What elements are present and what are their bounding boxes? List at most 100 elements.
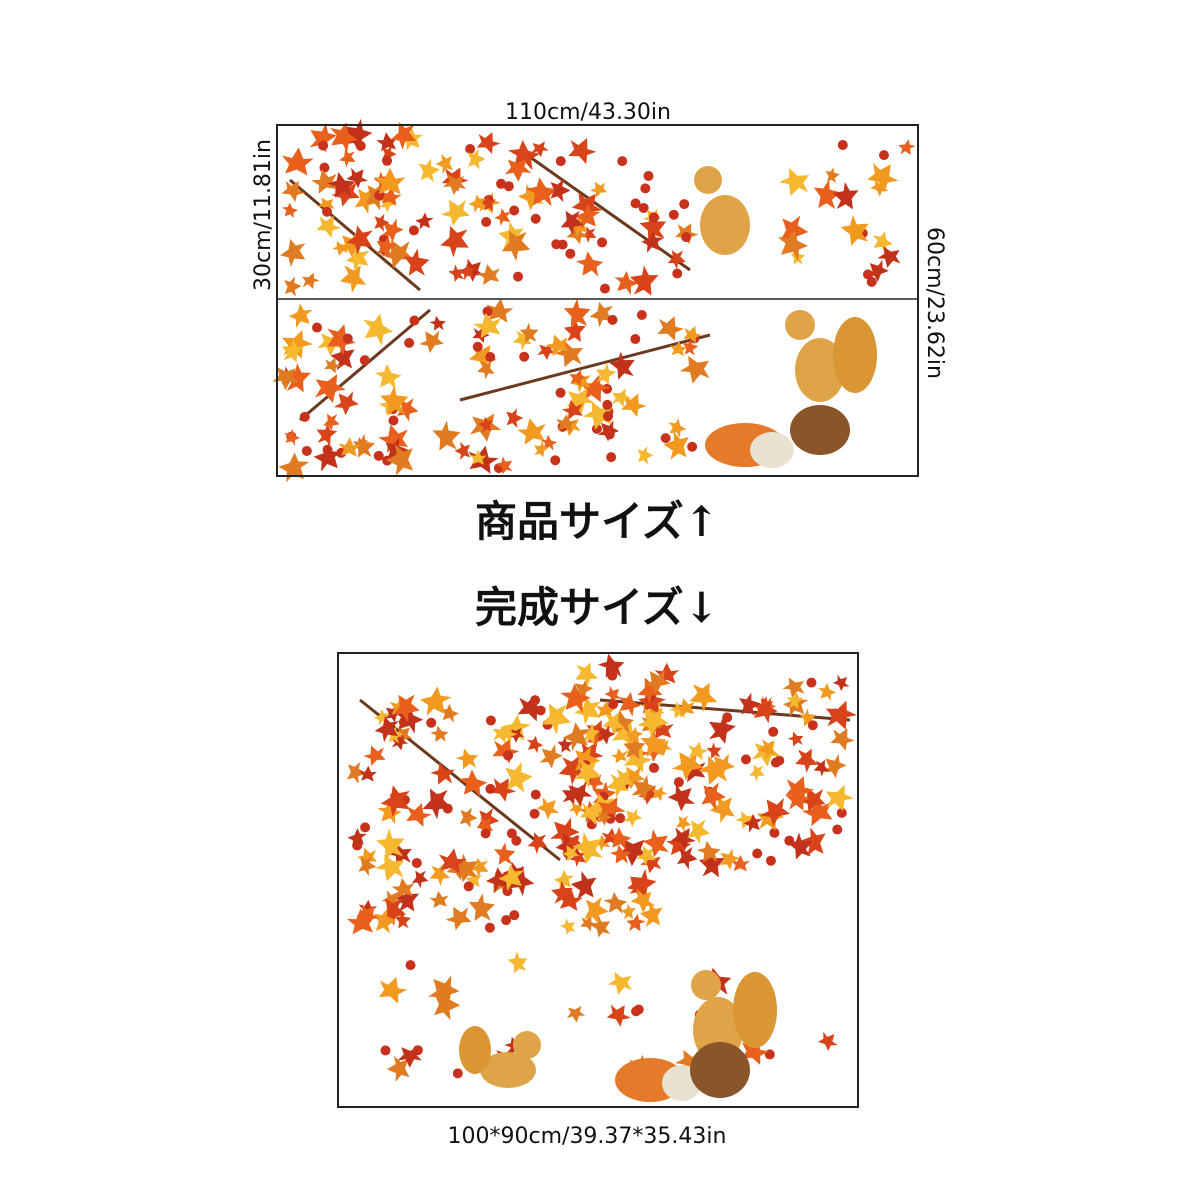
berry	[301, 445, 312, 456]
leaf	[569, 369, 588, 387]
berry	[480, 828, 491, 839]
leaf	[489, 778, 516, 802]
berry	[673, 777, 684, 788]
berry	[530, 789, 541, 800]
leaf	[666, 833, 692, 858]
leaf	[346, 225, 373, 255]
leaf	[596, 809, 613, 826]
leaf	[468, 445, 499, 474]
leaf	[612, 719, 643, 748]
leaf	[430, 762, 455, 785]
berry	[603, 411, 614, 422]
leaf	[376, 132, 398, 152]
leaf	[448, 264, 465, 282]
leaf	[589, 181, 608, 198]
leaf	[607, 972, 632, 995]
leaf	[468, 194, 487, 213]
leaf	[539, 744, 563, 769]
leaf	[445, 906, 472, 931]
leaf	[378, 976, 408, 1004]
leaf	[419, 330, 444, 354]
leaf	[574, 745, 601, 776]
leaf	[470, 857, 489, 878]
leaf	[735, 811, 755, 830]
leaf	[657, 316, 685, 341]
leaf	[541, 703, 571, 735]
leaf	[574, 203, 601, 230]
berry	[388, 415, 399, 426]
leaf	[352, 433, 375, 458]
leaf	[281, 338, 304, 363]
berry	[604, 429, 615, 440]
leaf	[697, 755, 729, 785]
squirrel	[513, 1031, 541, 1059]
leaf	[570, 870, 597, 900]
leaf	[832, 674, 850, 692]
leaf	[498, 864, 525, 892]
berry	[862, 269, 873, 280]
leaf	[435, 153, 453, 174]
leaf	[496, 456, 513, 475]
leaf	[667, 250, 686, 270]
leaf	[621, 903, 636, 920]
leaf	[359, 765, 378, 782]
leaf	[637, 446, 654, 465]
leaf	[709, 713, 736, 744]
leaf	[429, 315, 446, 331]
leaf	[597, 796, 626, 824]
leaf	[787, 832, 813, 860]
leaf	[786, 788, 811, 811]
leaf	[709, 795, 735, 823]
leaf	[576, 742, 604, 767]
berry	[648, 762, 659, 773]
leaf	[609, 351, 635, 380]
leaf	[338, 437, 361, 457]
leaf	[640, 853, 662, 874]
leaf	[434, 989, 461, 1021]
berry	[373, 450, 384, 461]
leaf	[316, 215, 341, 238]
leaf	[374, 364, 402, 390]
berry	[565, 248, 576, 259]
leaf	[553, 869, 575, 890]
leaf	[339, 265, 367, 293]
leaf	[438, 848, 467, 874]
berry	[529, 808, 540, 819]
leaf	[631, 774, 657, 802]
leaf	[393, 694, 420, 723]
leaf	[391, 877, 415, 899]
berry	[426, 717, 437, 728]
width-label: 110cm/43.30in	[505, 100, 671, 125]
leaf	[519, 322, 539, 343]
berry	[355, 140, 366, 151]
leaf	[568, 138, 597, 164]
leaf	[281, 147, 314, 176]
berry	[607, 314, 618, 325]
leaf	[818, 1031, 838, 1052]
leaf	[380, 898, 407, 926]
leaf	[283, 362, 311, 393]
leaf	[867, 163, 899, 192]
leaf	[621, 393, 647, 418]
berry	[607, 670, 618, 681]
leaf	[317, 197, 335, 214]
leaf	[626, 913, 646, 932]
leaf	[403, 248, 430, 276]
berry	[405, 960, 416, 971]
leaf	[701, 782, 726, 811]
berry	[672, 268, 683, 279]
leaf	[668, 418, 687, 438]
leaf	[324, 357, 342, 374]
pumpkin	[750, 432, 794, 468]
leaf	[386, 1055, 410, 1082]
leaf	[580, 915, 597, 932]
berry	[740, 754, 751, 765]
leaf	[825, 785, 854, 812]
leaf	[346, 761, 367, 784]
berry	[482, 306, 493, 317]
leaf	[676, 846, 698, 870]
leaf	[358, 856, 377, 877]
leaf	[494, 842, 516, 865]
leaf	[630, 265, 659, 296]
leaf	[584, 896, 609, 925]
